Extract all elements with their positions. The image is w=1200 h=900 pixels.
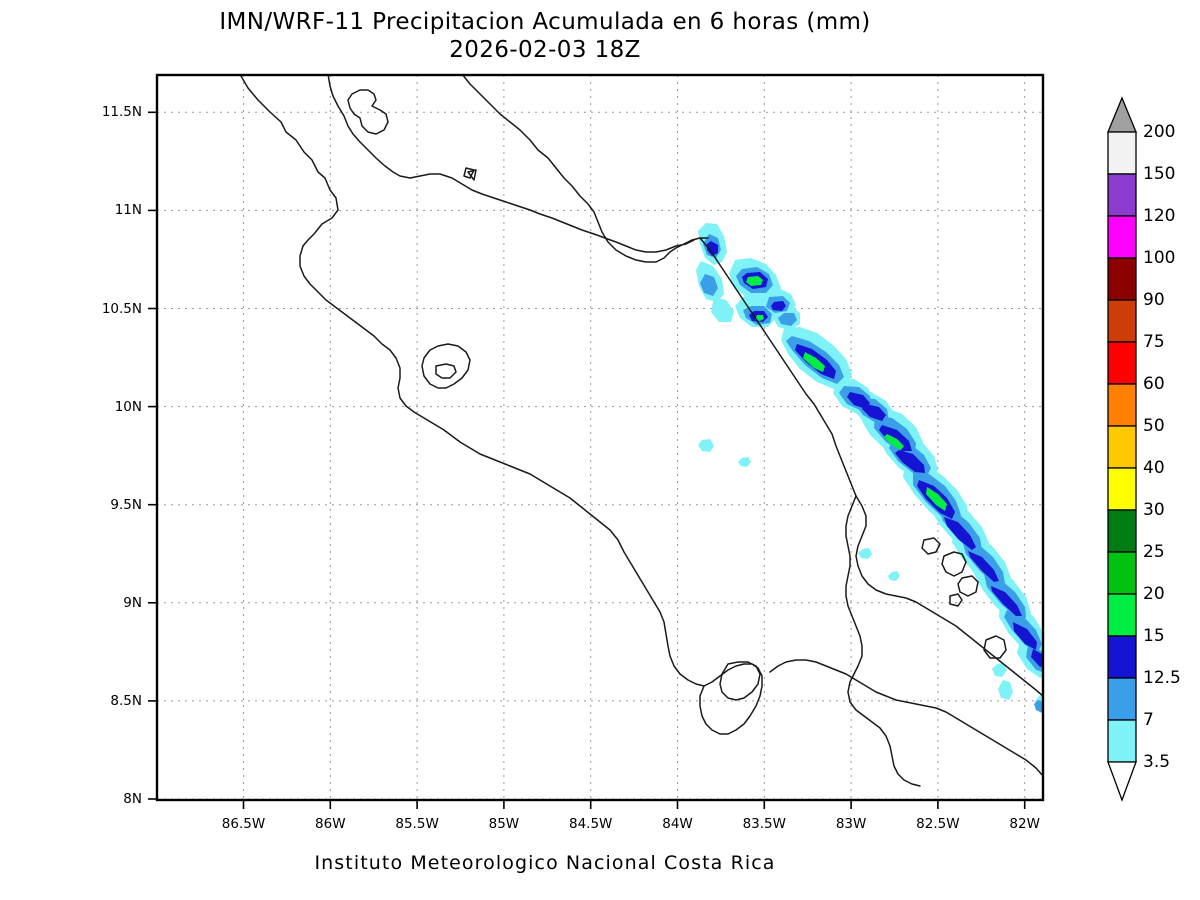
colorbar-label-90: 90 [1143,290,1165,310]
y-tick-label-8N: 8N [123,791,142,807]
figure-title: IMN/WRF-11 Precipitacion Acumulada en 6 … [0,8,1090,64]
y-tick-label-11N: 11N [114,202,142,219]
title-line-1: IMN/WRF-11 Precipitacion Acumulada en 6 … [219,9,871,35]
x-tick-label-83_5W: 83.5W [742,816,787,832]
colorbar-label-20: 20 [1143,584,1165,604]
y-tick-label-9_5N: 9.5N [110,496,142,513]
colorbar-swatch-50 [1107,425,1137,469]
colorbar-label-25: 25 [1143,542,1165,562]
colorbar-label-30: 30 [1143,500,1165,520]
colorbar-swatch-20 [1107,593,1137,637]
x-tick-label-84W: 84W [662,816,693,832]
colorbar-swatch-90 [1107,299,1137,343]
colorbar-swatch-150 [1107,173,1137,217]
colorbar-under-arrow [1107,761,1137,802]
colorbar-swatch-15 [1107,635,1137,679]
colorbar-label-3_5: 3.5 [1143,752,1171,772]
x-tick-label-84_5W: 84.5W [568,816,613,832]
colorbar-swatch-75 [1107,341,1137,385]
colorbar-label-60: 60 [1143,374,1165,394]
coastlines [240,75,1043,787]
y-tick-label-10_5N: 10.5N [101,300,142,317]
colorbar-label-120: 120 [1143,206,1176,226]
colorbar-swatch-60 [1107,383,1137,427]
colorbar-label-40: 40 [1143,458,1165,478]
axis-ticks [148,111,1026,809]
precip-contour-15mm [746,276,947,511]
colorbar-over-arrow [1107,96,1137,133]
colorbar-label-150: 150 [1143,164,1176,184]
colorbar-label-12_5: 12.5 [1143,668,1181,688]
colorbar-swatch-7 [1107,719,1137,763]
colorbar-label-7: 7 [1143,710,1154,730]
colorbar-swatch-120 [1107,215,1137,259]
x-tick-label-85_5W: 85.5W [395,816,439,832]
precipitation-field [696,223,1043,713]
x-tick-label-83W: 83W [835,816,867,832]
colorbar-label-100: 100 [1143,248,1176,268]
colorbar-swatch-30 [1107,509,1137,553]
x-tick-label-82W: 82W [1009,816,1040,832]
y-tick-label-10N: 10N [114,398,142,415]
figure-footer: Instituto Meteorologico Nacional Costa R… [314,852,776,874]
colorbar-label-200: 200 [1143,122,1176,142]
plot-frame [155,73,1045,802]
colorbar-label-15: 15 [1143,626,1165,646]
y-tick-label-11_5N: 11.5N [101,104,142,121]
x-tick-label-86W: 86W [315,816,346,832]
x-tick-label-85W: 85W [488,816,520,832]
title-line-2: 2026-02-03 18Z [449,37,641,64]
x-tick-label-82_5W: 82.5W [916,816,960,832]
colorbar-swatch-40 [1107,467,1137,511]
colorbar-label-75: 75 [1143,332,1165,352]
colorbar-swatch-200 [1107,131,1137,175]
x-tick-label-86_5W: 86.5W [221,816,266,832]
colorbar[interactable] [1107,96,1137,802]
y-tick-label-8_5N: 8.5N [110,692,142,709]
colorbar-swatch-100 [1107,257,1137,301]
colorbar-label-50: 50 [1143,416,1165,436]
colorbar-swatch-25 [1107,551,1137,595]
y-tick-label-9N: 9N [123,594,142,611]
colorbar-swatch-12_5 [1107,677,1137,721]
